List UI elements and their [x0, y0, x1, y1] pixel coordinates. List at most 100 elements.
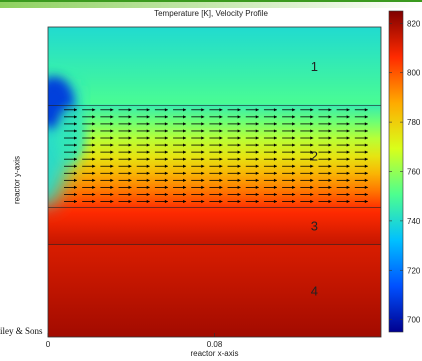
x-axis-ticks: 0 0.08: [46, 333, 223, 349]
velocity-arrow: [336, 157, 350, 161]
velocity-arrow: [64, 171, 77, 175]
velocity-arrow: [154, 136, 168, 140]
velocity-arrow: [64, 115, 77, 119]
velocity-arrow: [354, 199, 368, 204]
velocity-arrow: [245, 143, 259, 147]
velocity-arrow: [209, 150, 223, 154]
velocity-arrow: [82, 115, 96, 119]
velocity-arrow: [336, 136, 350, 140]
velocity-arrow: [227, 164, 241, 168]
velocity-arrow: [336, 171, 350, 175]
velocity-arrow: [118, 129, 132, 133]
velocity-arrow: [118, 143, 132, 147]
velocity-arrow: [245, 199, 259, 204]
velocity-arrow: [191, 143, 205, 147]
velocity-arrow: [82, 171, 96, 175]
velocity-arrow: [282, 129, 296, 133]
velocity-arrow: [82, 185, 96, 189]
velocity-arrow: [64, 122, 77, 126]
velocity-arrow: [263, 122, 277, 126]
velocity-arrow: [227, 143, 241, 147]
velocity-arrow: [154, 115, 168, 119]
velocity-arrow: [263, 199, 277, 204]
velocity-arrow: [209, 164, 223, 168]
colorbar-tick-label: 740: [407, 217, 421, 226]
velocity-arrow: [245, 192, 259, 197]
velocity-arrow: [300, 150, 314, 154]
velocity-arrow: [64, 199, 77, 204]
velocity-arrow: [82, 136, 96, 140]
velocity-arrow: [118, 157, 132, 161]
y-axis-label: reactor y-axis: [12, 155, 22, 205]
velocity-arrow: [154, 185, 168, 189]
velocity-arrow: [82, 178, 96, 182]
velocity-arrow: [245, 115, 259, 119]
velocity-arrow: [263, 157, 277, 161]
velocity-arrow: [336, 199, 350, 204]
velocity-arrow: [354, 136, 368, 140]
region-4-field: [48, 244, 381, 337]
velocity-arrow: [282, 157, 296, 161]
velocity-arrow: [209, 171, 223, 175]
velocity-arrow: [82, 150, 96, 154]
velocity-arrow: [318, 122, 332, 126]
velocity-arrow: [100, 185, 114, 189]
velocity-arrow: [118, 192, 132, 197]
velocity-arrow: [245, 178, 259, 182]
region-label-4: 4: [311, 284, 318, 299]
region-label-3: 3: [311, 218, 318, 233]
velocity-arrow: [354, 164, 368, 168]
velocity-arrow: [227, 136, 241, 140]
velocity-arrow: [318, 157, 332, 161]
velocity-arrow: [209, 122, 223, 126]
region-2-field: [48, 104, 381, 208]
velocity-arrow: [100, 115, 114, 119]
inlet-jet: [56, 106, 84, 163]
velocity-arrow: [227, 157, 241, 161]
velocity-arrow: [282, 199, 296, 204]
velocity-arrow: [318, 115, 332, 119]
velocity-arrow: [100, 164, 114, 168]
velocity-arrow: [100, 136, 114, 140]
colorbar-tick-label: 700: [407, 316, 421, 325]
colorbar-tick-label: 780: [407, 118, 421, 127]
velocity-arrow: [354, 150, 368, 154]
velocity-arrow: [300, 115, 314, 119]
velocity-arrow: [263, 143, 277, 147]
velocity-arrow: [191, 129, 205, 133]
velocity-arrow: [136, 122, 150, 126]
colorbar-tick-label: 800: [407, 69, 421, 78]
velocity-arrow: [318, 150, 332, 154]
velocity-arrow: [64, 108, 77, 112]
colorbar-tick-label: 820: [407, 19, 421, 28]
region-label-1: 1: [311, 59, 318, 74]
velocity-arrow: [282, 115, 296, 119]
colorbar-tick-label: 760: [407, 168, 421, 177]
velocity-arrow: [300, 178, 314, 182]
velocity-arrow: [209, 192, 223, 197]
velocity-arrow: [136, 136, 150, 140]
velocity-arrow: [300, 129, 314, 133]
velocity-arrow: [154, 122, 168, 126]
velocity-arrow: [336, 115, 350, 119]
top-accent-gradient: [0, 2, 422, 8]
velocity-arrow: [173, 171, 187, 175]
velocity-arrow: [300, 143, 314, 147]
velocity-arrow: [154, 164, 168, 168]
velocity-arrow: [191, 157, 205, 161]
velocity-arrow: [173, 164, 187, 168]
velocity-arrow: [318, 199, 332, 204]
velocity-arrow: [191, 185, 205, 189]
velocity-arrow: [282, 136, 296, 140]
velocity-arrow: [209, 185, 223, 189]
velocity-arrow: [173, 199, 187, 204]
region-1-field: [48, 27, 381, 105]
velocity-arrow: [154, 108, 168, 112]
velocity-arrow: [118, 150, 132, 154]
colorbar: 700 720 740 760 780 800 820: [388, 10, 421, 333]
velocity-arrow: [100, 108, 114, 112]
velocity-arrow: [336, 129, 350, 133]
velocity-arrow: [282, 192, 296, 197]
velocity-arrow: [154, 192, 168, 197]
